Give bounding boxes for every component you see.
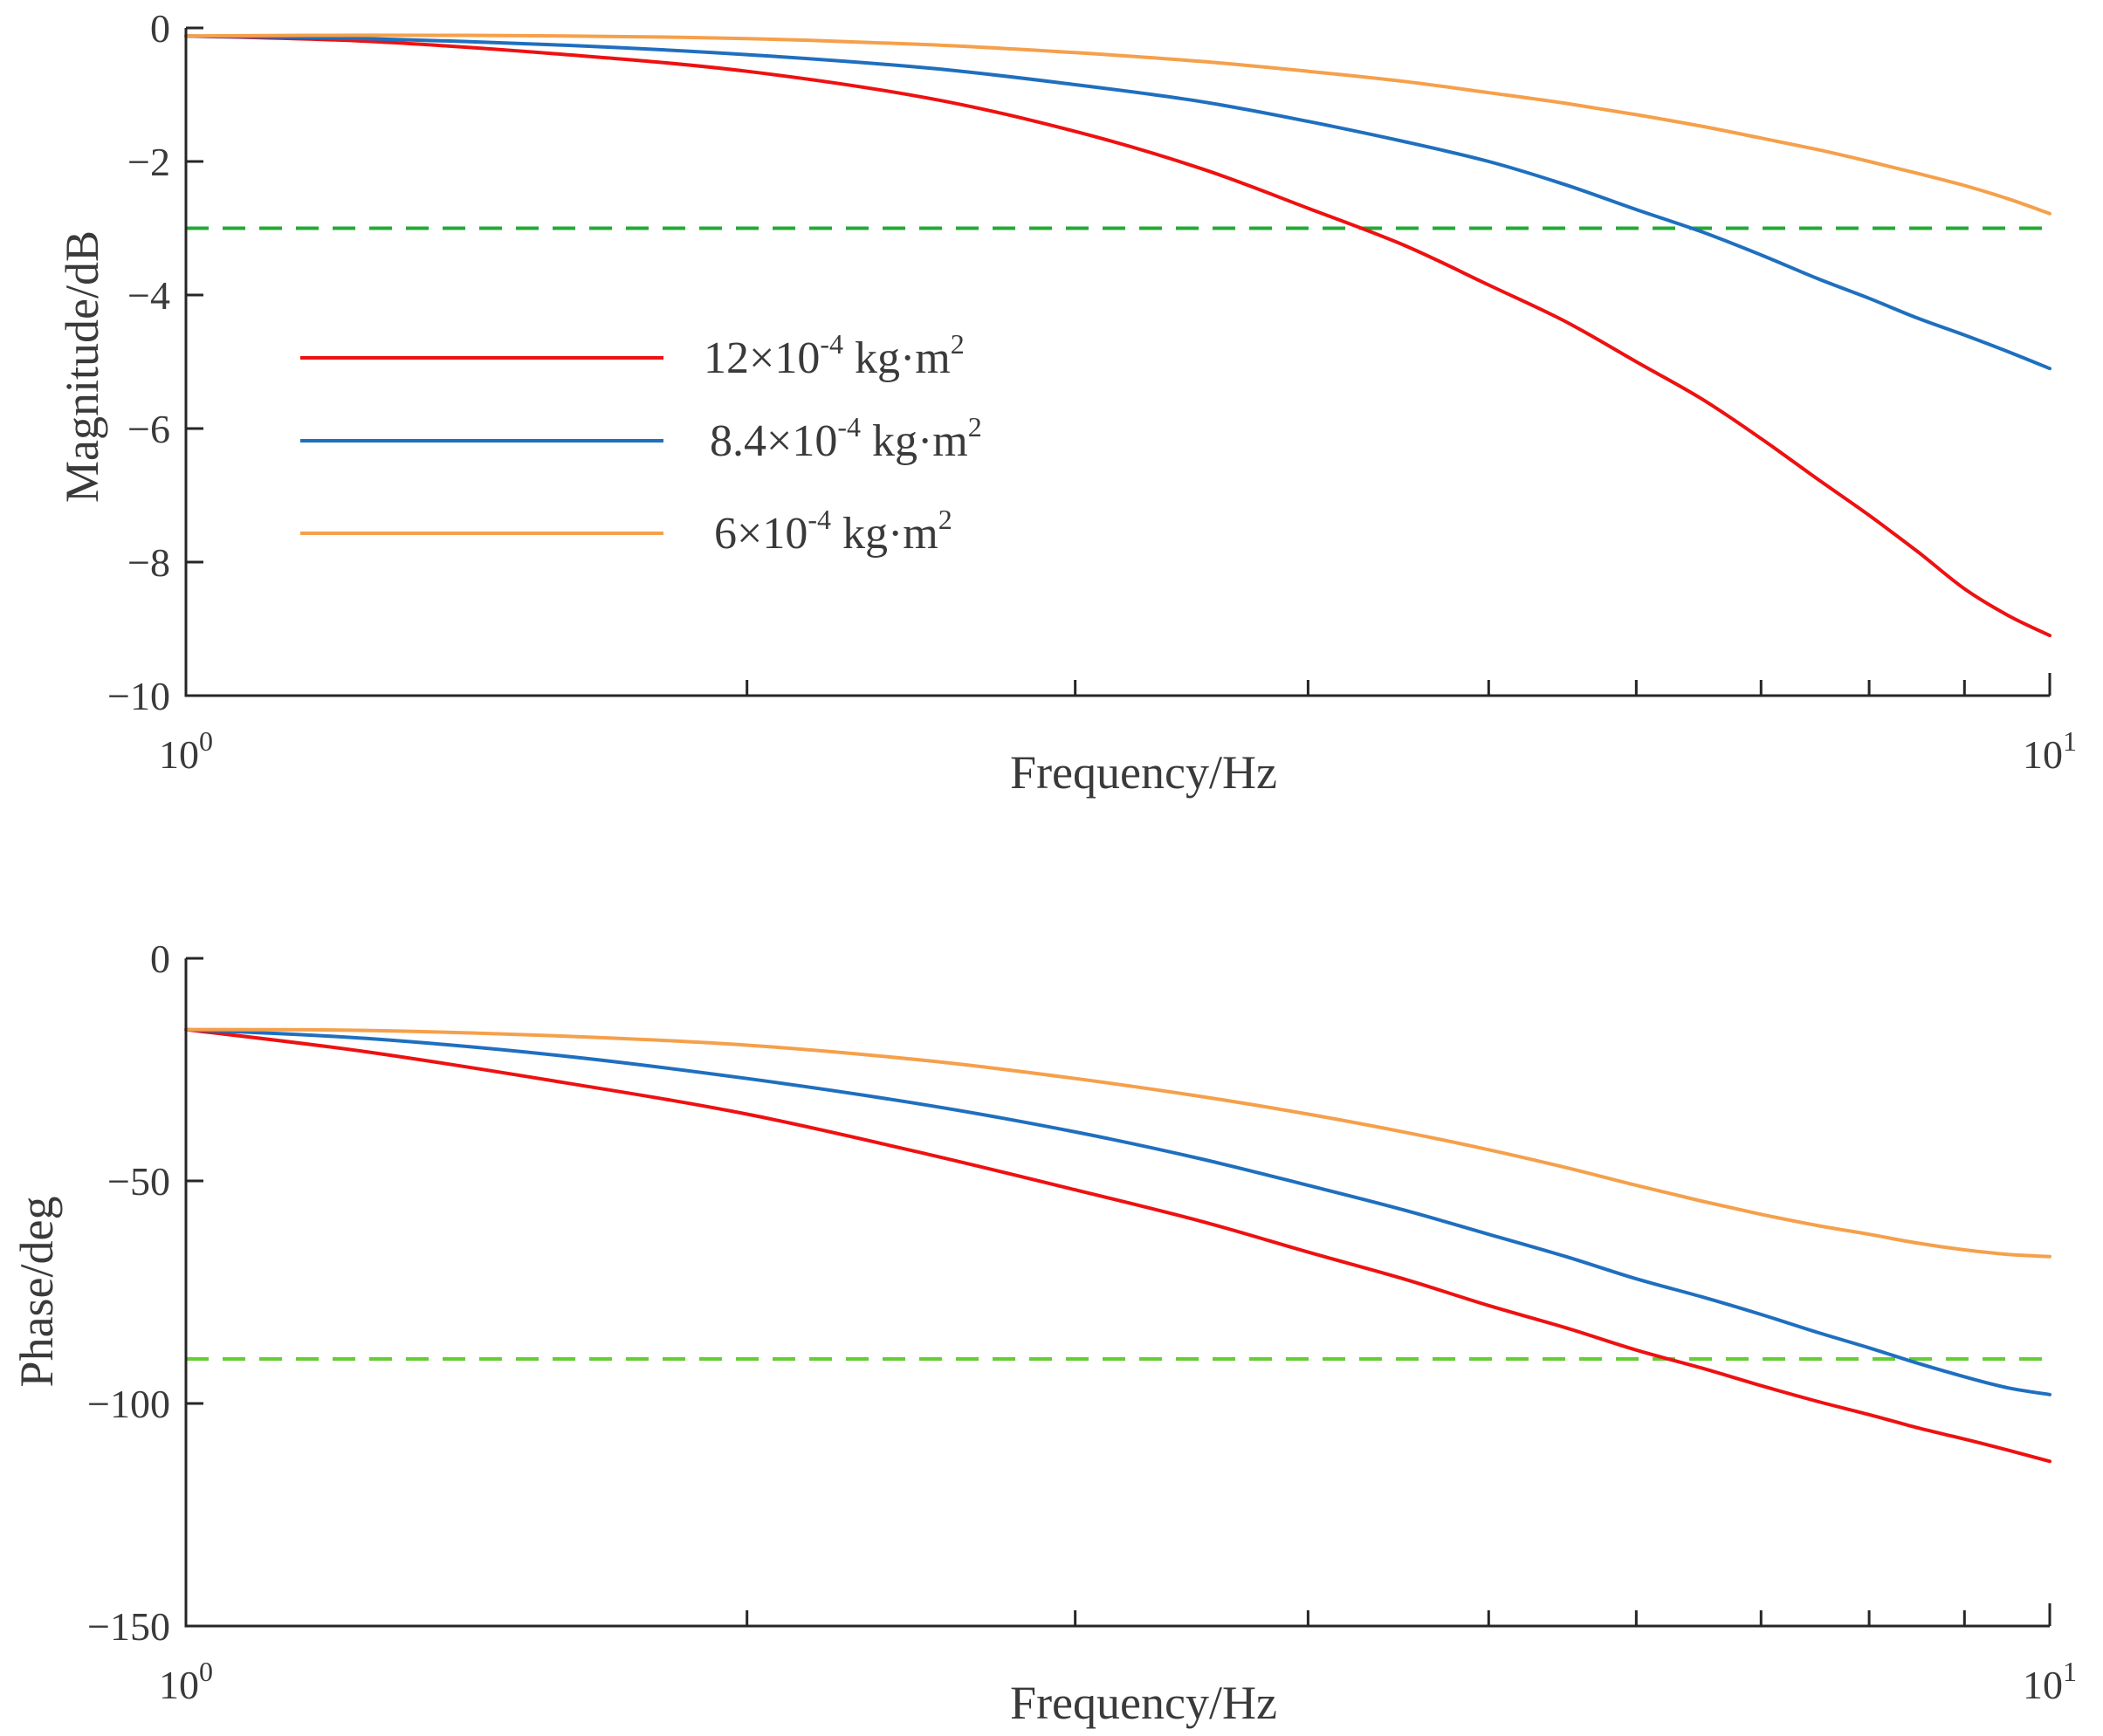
phase-x-axis-label: Frequency/Hz	[1010, 1677, 1277, 1729]
ph-series-line-8-4e-4	[184, 1027, 2051, 1396]
legend-label-6e-4: 6×10-4 kg·m2	[714, 504, 952, 559]
ph-series-line-12e-4	[184, 1027, 2051, 1464]
phase-y-axis: 0 −50 −100 −150	[87, 937, 203, 1649]
phase-series	[184, 1027, 2051, 1464]
legend-label-8-4e-4: 8.4×10-4 kg·m2	[710, 411, 982, 466]
ph-y-tick-label: 0	[150, 937, 170, 981]
phase-x-axis	[184, 1603, 2051, 1626]
magnitude-panel: 0 −2 −4 −6 −8 −10 100 101 Frequency/Hz Magnit…	[56, 6, 2077, 799]
legend-label-12e-4: 12×10-4 kg·m2	[704, 328, 965, 383]
mag-series-line-8-4e-4	[184, 34, 2051, 371]
phase-y-axis-label: Phase/deg	[10, 1197, 63, 1388]
ph-y-tick-label: −50	[107, 1159, 170, 1204]
magnitude-x-axis	[184, 673, 2051, 696]
phase-x-tick-label-min: 100	[159, 1656, 213, 1707]
ph-y-tick-label: −150	[87, 1604, 170, 1649]
mag-series-line-6e-4	[184, 33, 2051, 216]
mag-y-tick-label: 0	[150, 6, 170, 51]
mag-y-tick-label: −4	[127, 273, 170, 318]
mag-y-tick-label: −2	[127, 140, 170, 184]
magnitude-y-axis-label: Magnitude/dB	[56, 230, 108, 503]
magnitude-series	[184, 33, 2051, 638]
mag-series-line-12e-4	[184, 34, 2051, 638]
mag-y-tick-label: −6	[127, 407, 170, 451]
phase-axis-frame	[184, 958, 2050, 1628]
mag-y-tick-label: −8	[127, 540, 170, 585]
legend: 12×10-4 kg·m2 8.4×10-4 kg·m2 6×10-4 kg·m…	[300, 328, 982, 559]
phase-x-tick-label-max: 101	[2023, 1656, 2077, 1707]
ph-y-tick-label: −100	[87, 1382, 170, 1426]
ph-series-line-6e-4	[184, 1027, 2051, 1259]
magnitude-axis-frame	[184, 28, 2050, 697]
magnitude-x-tick-label-max: 101	[2023, 725, 2077, 777]
mag-y-tick-label: −10	[107, 674, 170, 718]
magnitude-x-axis-label: Frequency/Hz	[1010, 746, 1277, 799]
magnitude-y-axis: 0 −2 −4 −6 −8 −10	[107, 6, 203, 718]
phase-panel: 0 −50 −100 −150 100 101 Frequency/Hz Phase/…	[10, 937, 2077, 1729]
magnitude-x-tick-label-min: 100	[159, 725, 213, 777]
